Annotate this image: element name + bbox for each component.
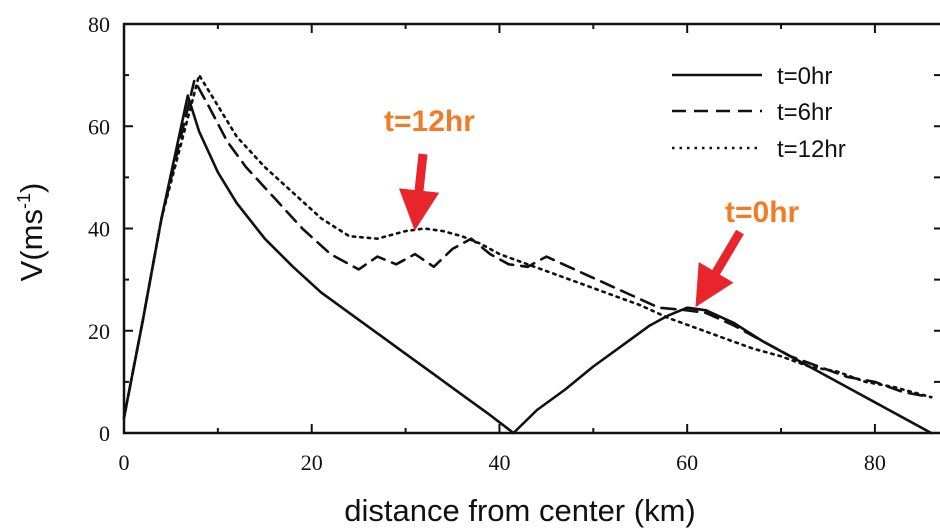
- series-line-1: [122, 78, 933, 419]
- y-axis-title-main: V(ms: [14, 209, 49, 281]
- y-tick-label: 0: [99, 421, 110, 446]
- y-axis-title-close: ): [14, 183, 49, 193]
- y-tick-label: 20: [88, 319, 110, 344]
- y-axis-tick-labels: 0 20 40 60 80: [88, 12, 110, 446]
- legend-label-t6: t=6hr: [777, 99, 832, 126]
- legend-label-t12: t=12hr: [777, 136, 846, 163]
- x-tick-label: 20: [301, 450, 323, 475]
- x-tick-label: 0: [119, 450, 130, 475]
- y-tick-label: 60: [88, 114, 110, 139]
- y-axis-title: V(ms-1): [14, 183, 49, 282]
- y-tick-label: 80: [88, 12, 110, 37]
- series-layer: [122, 73, 933, 435]
- legend: t=0hr t=6hr t=12hr: [672, 63, 846, 163]
- annotations: t=12hr t=0hr: [384, 105, 800, 308]
- x-axis-tick-labels: 0 20 40 60 80: [119, 450, 886, 475]
- x-axis-title: distance from center (km): [344, 493, 695, 528]
- x-tick-label: 40: [488, 450, 510, 475]
- y-axis-title-superscript: -1: [14, 193, 34, 209]
- annotation-arrow-t12hr: [398, 153, 440, 231]
- axis-ticks: [123, 23, 940, 434]
- annotation-arrow-t0hr: [695, 229, 744, 308]
- x-tick-label: 60: [676, 450, 698, 475]
- series-line-0: [122, 94, 933, 435]
- annotation-text-t12hr: t=12hr: [384, 105, 475, 138]
- annotation-text-t0hr: t=0hr: [725, 196, 800, 229]
- y-tick-label: 40: [88, 217, 110, 242]
- series-line-2: [122, 73, 933, 419]
- legend-label-t0: t=0hr: [777, 63, 832, 90]
- x-tick-label: 80: [864, 450, 886, 475]
